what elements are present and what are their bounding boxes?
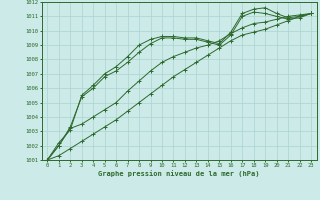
X-axis label: Graphe pression niveau de la mer (hPa): Graphe pression niveau de la mer (hPa) [99,170,260,177]
